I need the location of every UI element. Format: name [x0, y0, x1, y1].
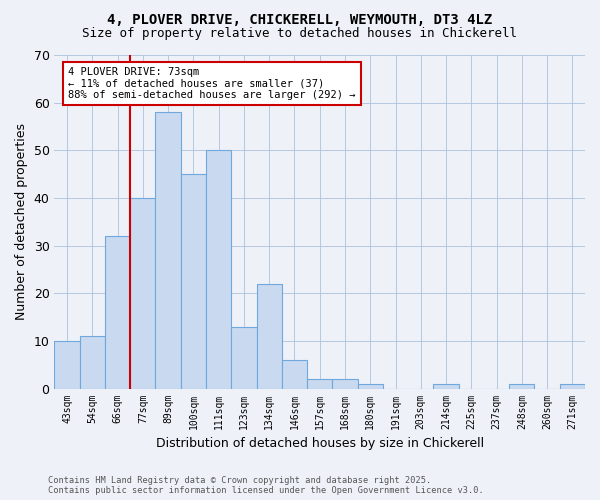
Bar — [358, 384, 383, 388]
Bar — [307, 379, 332, 388]
Text: Size of property relative to detached houses in Chickerell: Size of property relative to detached ho… — [83, 28, 517, 40]
Bar — [509, 384, 535, 388]
Bar — [130, 198, 155, 388]
Bar — [282, 360, 307, 388]
Bar — [55, 341, 80, 388]
Y-axis label: Number of detached properties: Number of detached properties — [15, 124, 28, 320]
Bar — [231, 326, 257, 388]
X-axis label: Distribution of detached houses by size in Chickerell: Distribution of detached houses by size … — [155, 437, 484, 450]
Bar — [560, 384, 585, 388]
Bar — [332, 379, 358, 388]
Bar — [155, 112, 181, 388]
Text: Contains HM Land Registry data © Crown copyright and database right 2025.
Contai: Contains HM Land Registry data © Crown c… — [48, 476, 484, 495]
Text: 4 PLOVER DRIVE: 73sqm
← 11% of detached houses are smaller (37)
88% of semi-deta: 4 PLOVER DRIVE: 73sqm ← 11% of detached … — [68, 67, 356, 100]
Bar — [105, 236, 130, 388]
Bar — [206, 150, 231, 388]
Bar — [257, 284, 282, 389]
Bar — [433, 384, 458, 388]
Text: 4, PLOVER DRIVE, CHICKERELL, WEYMOUTH, DT3 4LZ: 4, PLOVER DRIVE, CHICKERELL, WEYMOUTH, D… — [107, 12, 493, 26]
Bar — [80, 336, 105, 388]
Bar — [181, 174, 206, 388]
